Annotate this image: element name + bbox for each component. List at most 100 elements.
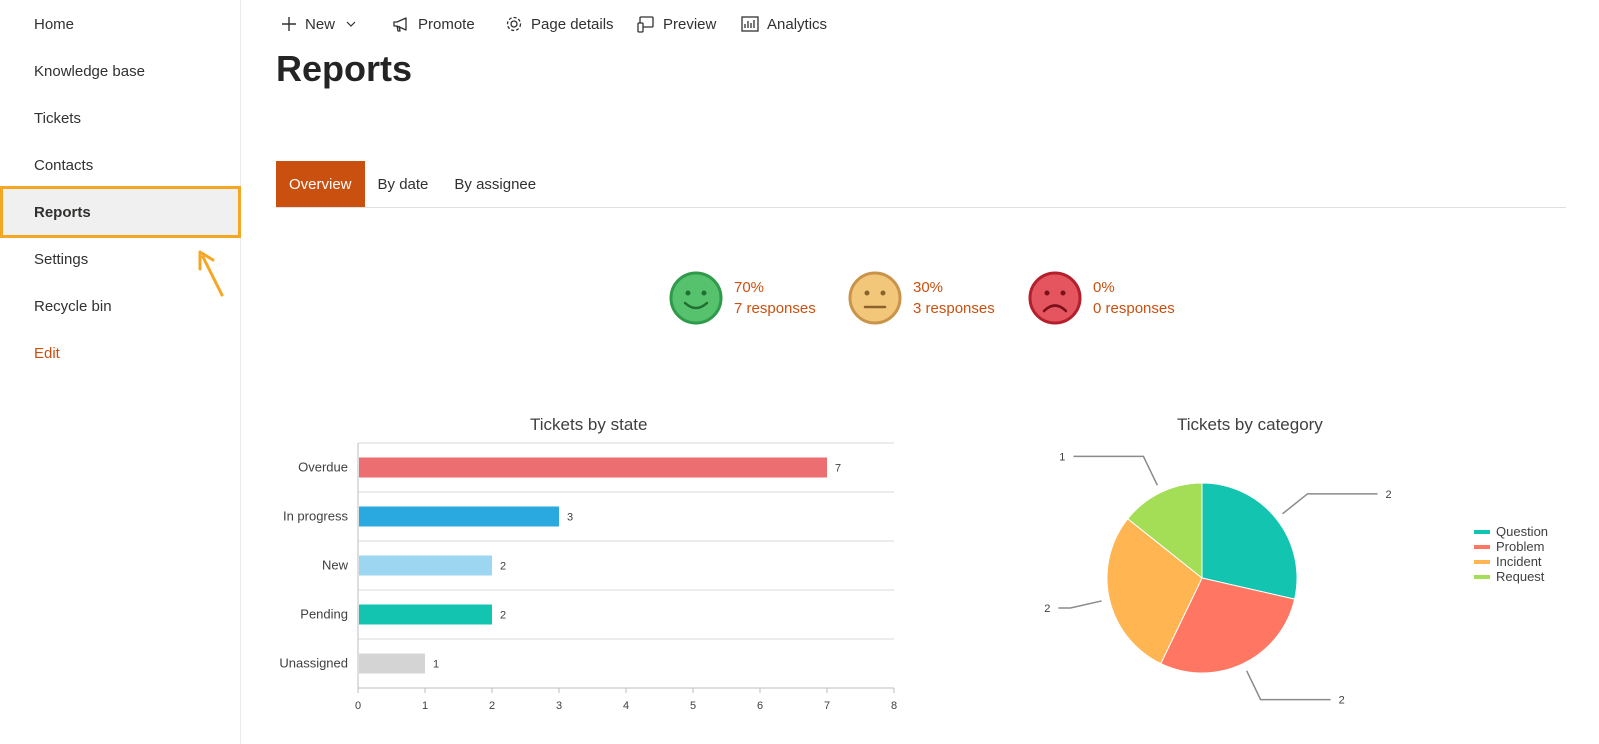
neutral-percent: 30% — [913, 279, 944, 296]
happy-face-icon — [669, 271, 723, 325]
tickets-by-state-chart: 0 1 2 3 4 5 6 7 8 Overdue 7 In progress 3 New 2 Pending… — [279, 442, 897, 712]
category-label: New — [322, 558, 349, 573]
x-tick-label: 0 — [355, 700, 361, 712]
bar-chart-title: Tickets by state — [530, 415, 648, 434]
neutral-face-icon — [848, 271, 902, 325]
slice-value-label: 2 — [1386, 489, 1392, 501]
legend-label: Incident — [1496, 554, 1542, 569]
leader-line — [1246, 670, 1331, 701]
data-label: 2 — [500, 610, 506, 622]
x-tick-label: 2 — [489, 700, 495, 712]
legend-swatch — [1474, 545, 1490, 549]
negative-percent: 0% — [1093, 279, 1115, 296]
category-label: Pending — [300, 607, 348, 622]
analytics-icon — [741, 16, 759, 32]
megaphone-icon — [393, 17, 407, 32]
analytics-button[interactable]: Analytics — [741, 10, 827, 38]
x-tick-label: 7 — [824, 700, 830, 712]
satisfaction-positive: 70% 7 responses — [668, 270, 816, 326]
slice-question — [1201, 482, 1298, 600]
tabs-divider — [276, 207, 1566, 208]
sidebar-nav: Home Knowledge base Tickets Contacts Rep… — [0, 0, 241, 744]
page-details-label: Page details — [531, 15, 614, 33]
sidebar-item-reports[interactable]: Reports — [0, 186, 241, 238]
sidebar-item-label: Home — [34, 15, 75, 33]
leader-line — [1282, 493, 1378, 515]
tab-by-assignee[interactable]: By assignee — [454, 175, 537, 193]
category-label: Overdue — [298, 460, 348, 475]
sidebar-item-label: Settings — [34, 250, 89, 268]
report-tabs: Overview By date By assignee — [276, 161, 549, 207]
bar-pending — [359, 604, 492, 625]
data-label: 7 — [835, 463, 841, 475]
bar-unassigned — [359, 653, 425, 674]
slice-request — [1127, 482, 1203, 580]
sidebar-edit-link[interactable]: Edit — [0, 329, 241, 377]
sad-face-icon — [1028, 271, 1082, 325]
promote-label: Promote — [418, 15, 475, 33]
sidebar-item-knowledge-base[interactable]: Knowledge base — [0, 47, 241, 95]
sidebar-item-settings[interactable]: Settings — [0, 235, 241, 283]
bar-new — [359, 555, 492, 576]
slice-problem — [1160, 577, 1296, 674]
slice-value-label: 2 — [1339, 695, 1345, 705]
page-details-button[interactable]: Page details — [505, 10, 614, 38]
sidebar-item-contacts[interactable]: Contacts — [0, 141, 241, 189]
analytics-label: Analytics — [767, 15, 828, 33]
promote-button[interactable]: Promote — [392, 10, 475, 38]
slice-value-label: 2 — [1044, 603, 1050, 615]
page-title: Reports — [276, 48, 413, 89]
legend-swatch — [1474, 530, 1490, 534]
new-label: New — [305, 15, 336, 33]
preview-label: Preview — [663, 15, 717, 33]
data-label: 3 — [567, 512, 573, 524]
neutral-responses: 3 responses — [913, 300, 995, 317]
edit-label: Edit — [34, 344, 60, 362]
leader-line — [1058, 600, 1102, 609]
category-label: Unassigned — [279, 656, 348, 671]
sidebar-item-label: Tickets — [34, 109, 81, 127]
slice-value-label: 1 — [1059, 451, 1065, 463]
legend-swatch — [1474, 575, 1490, 579]
preview-device-icon — [637, 16, 654, 33]
sidebar-item-label: Reports — [34, 203, 91, 221]
legend-label: Request — [1496, 569, 1545, 584]
sidebar-item-label: Knowledge base — [34, 62, 145, 80]
legend-label: Question — [1496, 524, 1548, 539]
bar-overdue — [359, 457, 827, 478]
x-tick-label: 1 — [422, 700, 428, 712]
leader-line — [1073, 455, 1158, 486]
positive-responses: 7 responses — [734, 300, 816, 317]
plus-icon — [282, 17, 296, 31]
x-tick-label: 3 — [556, 700, 562, 712]
satisfaction-negative: 0% 0 responses — [1027, 270, 1175, 326]
slice-incident — [1106, 518, 1203, 665]
x-tick-label: 8 — [891, 700, 897, 712]
chevron-down-icon — [346, 21, 356, 27]
bar-in-progress — [359, 506, 559, 527]
positive-percent: 70% — [734, 279, 765, 296]
tab-overview[interactable]: Overview — [276, 161, 365, 207]
data-label: 1 — [433, 659, 439, 671]
negative-responses: 0 responses — [1093, 300, 1175, 317]
legend-label: Problem — [1496, 539, 1544, 554]
x-tick-label: 5 — [690, 700, 696, 712]
sidebar-item-label: Recycle bin — [34, 297, 112, 315]
legend-swatch — [1474, 560, 1490, 564]
annotation-arrow-icon — [198, 250, 224, 297]
category-label: In progress — [283, 509, 349, 524]
gear-icon — [506, 16, 522, 32]
sidebar-item-home[interactable]: Home — [0, 0, 241, 48]
satisfaction-neutral: 30% 3 responses — [847, 270, 995, 326]
x-tick-label: 6 — [757, 700, 763, 712]
sidebar-item-label: Contacts — [34, 156, 94, 174]
sidebar-item-recycle-bin[interactable]: Recycle bin — [0, 282, 241, 330]
pie-chart-title: Tickets by category — [1177, 415, 1323, 434]
tab-by-date[interactable]: By date — [377, 175, 429, 193]
x-tick-label: 4 — [623, 700, 629, 712]
sidebar-item-tickets[interactable]: Tickets — [0, 94, 241, 142]
new-button[interactable]: New — [281, 10, 357, 38]
data-label: 2 — [500, 561, 506, 573]
preview-button[interactable]: Preview — [637, 10, 716, 38]
